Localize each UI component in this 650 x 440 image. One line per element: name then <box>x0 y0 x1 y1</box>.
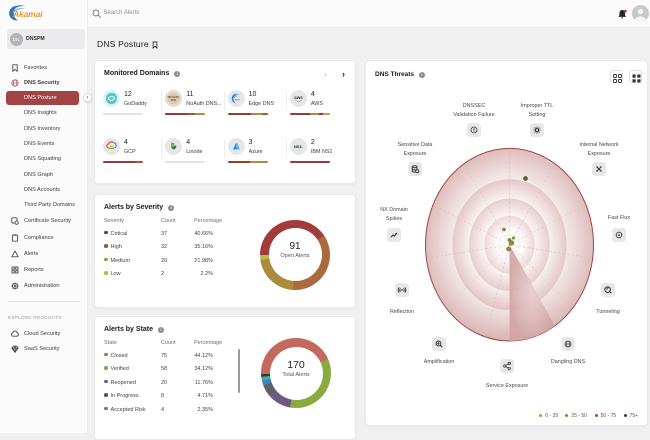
svg-text:DNS: DNS <box>171 98 177 102</box>
svg-text:NO AUTH: NO AUTH <box>168 95 180 99</box>
svg-text:NS1.: NS1. <box>294 144 303 149</box>
svg-text:aws: aws <box>294 95 303 100</box>
